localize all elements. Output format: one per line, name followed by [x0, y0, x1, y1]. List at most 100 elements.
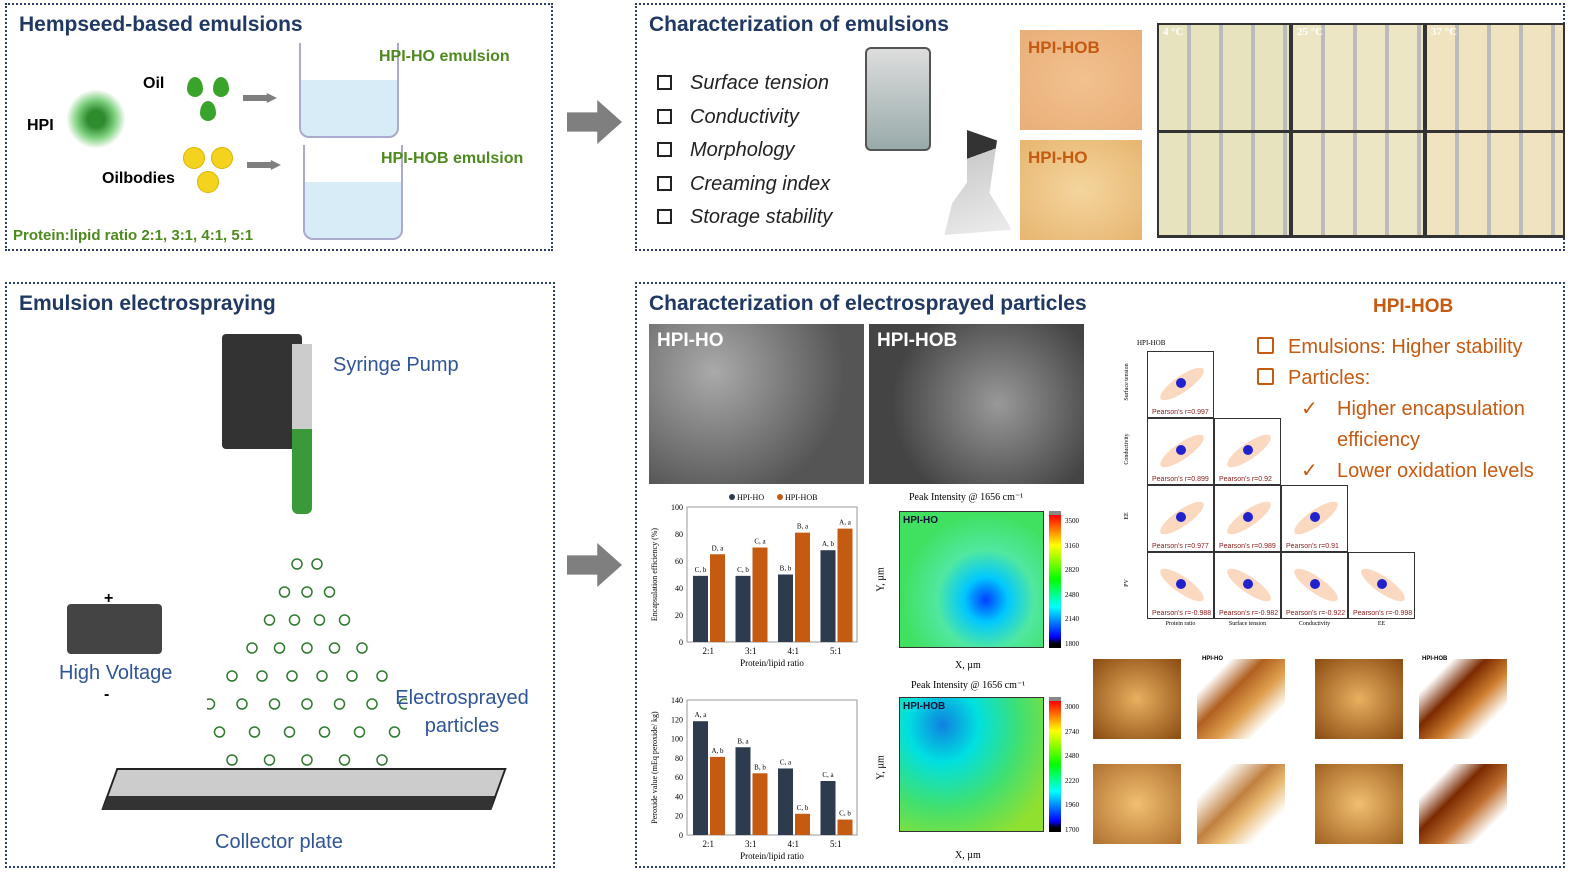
data-label: B, b [754, 763, 766, 771]
y-tick-label: 80 [675, 530, 683, 539]
correlation-cell: Pearson's r=-0.922 [1281, 552, 1348, 619]
high-voltage-label: High Voltage [59, 662, 173, 684]
data-label: C, a [822, 771, 834, 779]
heatmap-ho-ylabel: Y, µm [875, 567, 887, 592]
pearson-label: Pearson's r=0.91 [1286, 543, 1339, 550]
y-tick-label: 80 [675, 754, 683, 763]
checklist: Surface tension Conductivity Morphology … [657, 67, 832, 235]
protein-icon [65, 90, 127, 148]
checkbox-icon [1257, 368, 1274, 385]
correlation-cell: Pearson's r=0.977 [1147, 485, 1214, 552]
data-label: A, b [822, 540, 835, 548]
pearson-label: Pearson's r=0.989 [1219, 543, 1276, 550]
x-tick-label: 4:1 [787, 646, 799, 656]
particle-icon [286, 670, 298, 682]
sem-ho-image: HPI-HO [649, 324, 864, 484]
temp-label: 25 °C [1297, 26, 1324, 38]
correlation-cell: Pearson's r=0.899 [1147, 418, 1214, 485]
oil-drop-icon [187, 77, 203, 97]
y-tick-label: 100 [671, 735, 683, 744]
particle-icon [226, 670, 238, 682]
data-label: B, a [797, 523, 809, 531]
y-tick-label: 0 [679, 831, 683, 840]
power-supply-icon [67, 604, 162, 654]
legend-marker [777, 494, 783, 500]
pearson-label: Pearson's r=0.977 [1152, 543, 1209, 550]
correlation-matrix: HPI-HOB Pearson's r=0.997 Pearson's r=0.8… [1117, 339, 1417, 639]
col-label: Conductivity [1298, 621, 1331, 627]
panel-emulsion-characterization: Characterization of emulsions Surface te… [635, 3, 1565, 251]
checkbox-icon [657, 75, 672, 90]
heatmap-ho-title: Peak Intensity @ 1656 cm⁻¹ [909, 492, 1024, 503]
bar [735, 575, 751, 642]
colorbar-hob [1049, 697, 1061, 832]
bar [837, 528, 853, 642]
data-label: C, b [695, 566, 707, 574]
particle-icon [376, 670, 388, 682]
col-label: Surface tension [1228, 621, 1267, 627]
hob-emulsion-label: HPI-HOB emulsion [381, 150, 524, 167]
peroxide-value-chart: 0 20 40 60 80 100 120 140 2:1 A, a A, b 3:1 B, a B, b… [650, 696, 858, 861]
particle-icon [356, 642, 368, 654]
hpi-label: HPI [27, 117, 54, 134]
data-label: C, b [737, 566, 749, 574]
particle-icon [376, 754, 388, 766]
panel-hempseed-emulsions: Hempseed-based emulsions HPI Oil Oilbodi… [5, 3, 553, 251]
collector-plate-label: Collector plate [215, 831, 343, 853]
afm-label: HPI-HO [1202, 656, 1223, 662]
particle-icon [301, 586, 313, 598]
particle-icon [263, 614, 276, 626]
oil-drop-icon [213, 77, 229, 97]
storage-photos: 4 °C 25 °C 37 °C [1157, 23, 1565, 238]
pearson-label: Pearson's r=0.899 [1152, 476, 1209, 483]
oil-label: Oil [143, 75, 165, 92]
oilbody-icon [183, 147, 205, 169]
y-axis-label: Encapsulation efficiency (%) [650, 528, 659, 621]
y-tick-label: 100 [671, 503, 683, 512]
particle-icon [256, 670, 268, 682]
colorbar-ticks: 3500 3160 2820 2480 2140 1800 [1065, 517, 1079, 648]
x-axis-label: Protein/lipid ratio [740, 658, 804, 668]
arrow-right-icon [567, 543, 622, 587]
bar [752, 773, 768, 835]
particle-icon [333, 698, 346, 710]
afm-hob-3d [1419, 659, 1507, 739]
particle-icon [311, 558, 323, 570]
row-label: Conductivity [1124, 433, 1130, 465]
particle-icon [291, 558, 303, 570]
bar [710, 756, 725, 835]
particle-icon [313, 614, 326, 626]
particle-icon [323, 586, 336, 598]
particle-icon [236, 698, 248, 710]
particle-icon [353, 726, 366, 738]
afm-ho-2d [1093, 659, 1181, 739]
heatmap-ho-xlabel: X, µm [955, 660, 981, 671]
pearson-label: Pearson's r=-0.922 [1286, 610, 1346, 617]
correlation-cell: Pearson's r=0.989 [1214, 485, 1281, 552]
bar [693, 721, 708, 835]
correlation-cell: Pearson's r=0.997 [1147, 351, 1214, 418]
particles-label: Electrosprayed particles [395, 687, 529, 737]
particle-icon [248, 726, 261, 738]
row-label: Surface tension [1124, 363, 1130, 401]
y-tick-label: 60 [675, 557, 683, 566]
panel-title: Characterization of electrosprayed parti… [649, 292, 1087, 315]
heatmap-hob-title: Peak Intensity @ 1656 cm⁻¹ [911, 680, 1026, 691]
row-label: PV [1124, 579, 1130, 587]
summary-list: Emulsions: Higher stability Particles: ✓… [1257, 332, 1557, 487]
particle-icon [301, 754, 313, 766]
bar [710, 554, 725, 642]
x-axis-label: Protein/lipid ratio [740, 851, 804, 861]
bar [837, 819, 853, 835]
syringe-pump-label: Syringe Pump [333, 354, 459, 376]
particle-icon [207, 698, 216, 710]
particle-icon [301, 698, 313, 710]
syringe-icon [292, 344, 312, 514]
afm-ho-3d-b [1197, 764, 1285, 844]
check-item: Morphology [657, 134, 832, 168]
x-tick-label: 3:1 [745, 646, 757, 656]
x-tick-label: 3:1 [745, 839, 757, 849]
data-label: B, a [737, 737, 749, 745]
y-tick-label: 40 [675, 792, 683, 801]
y-tick-label: 120 [671, 715, 683, 724]
